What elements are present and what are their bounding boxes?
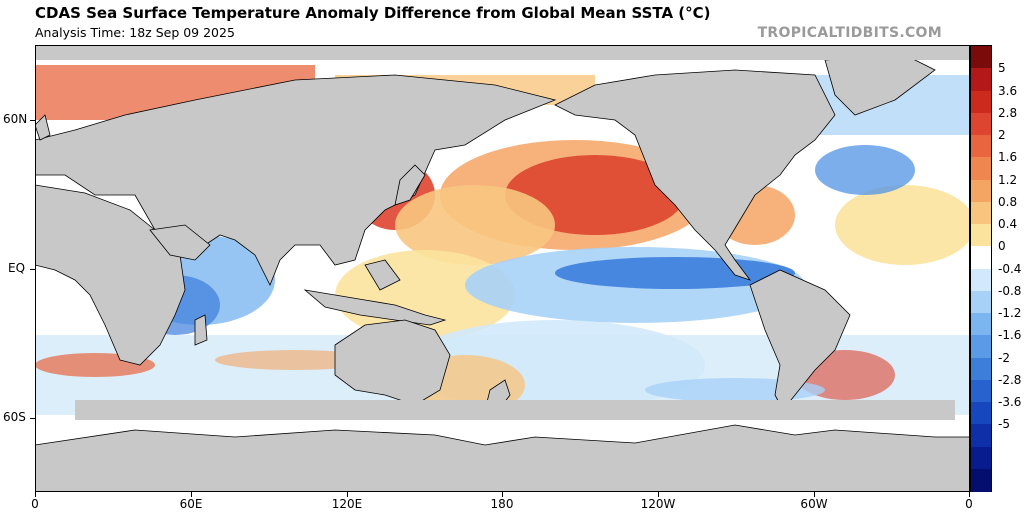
colorbar-label: 0 bbox=[998, 239, 1006, 254]
colorbar-swatch bbox=[971, 357, 991, 381]
lon-label-0: 0 bbox=[31, 497, 39, 511]
lon-label-60e: 60E bbox=[179, 497, 203, 511]
colorbar-label: -3.6 bbox=[998, 395, 1022, 409]
colorbar-swatch bbox=[971, 246, 991, 269]
lon-label-120w: 120W bbox=[640, 497, 676, 511]
colorbar-label: 0.8 bbox=[998, 194, 1018, 209]
colorbar-swatch bbox=[971, 290, 991, 314]
lon-tick-180 bbox=[502, 492, 503, 497]
colorbar-label: -2.8 bbox=[998, 372, 1022, 387]
lon-label-0-east: 0 bbox=[965, 497, 973, 511]
lon-tick-120e bbox=[347, 492, 348, 497]
colorbar-label: 3.6 bbox=[998, 83, 1018, 98]
colorbar-label: -5 bbox=[998, 417, 1010, 432]
lon-label-60w: 60W bbox=[800, 497, 828, 511]
land-masses bbox=[35, 54, 970, 492]
colorbar-label: 1.2 bbox=[998, 172, 1018, 187]
colorbar-swatch bbox=[971, 335, 991, 358]
colorbar-label: 1.6 bbox=[998, 150, 1018, 165]
colorbar-swatch bbox=[971, 424, 991, 447]
colorbar-swatch bbox=[971, 46, 991, 69]
lon-tick-60e bbox=[191, 492, 192, 497]
colorbar-swatch bbox=[971, 201, 991, 225]
lon-tick-0 bbox=[35, 492, 36, 497]
colorbar-swatch bbox=[971, 468, 991, 492]
colorbar-swatch bbox=[971, 313, 991, 336]
lon-tick-120w bbox=[658, 492, 659, 497]
source-credit: TROPICALTIDBITS.COM bbox=[757, 25, 942, 41]
lat-tick-60n bbox=[30, 120, 35, 121]
lon-label-180: 180 bbox=[490, 497, 514, 511]
colorbar-swatch bbox=[971, 179, 991, 203]
colorbar-label: -1.2 bbox=[998, 306, 1022, 320]
colorbar-swatch bbox=[971, 90, 991, 114]
colorbar-label: -2 bbox=[998, 350, 1010, 365]
analysis-time: Analysis Time: 18z Sep 09 2025 bbox=[35, 25, 235, 40]
colorbar-label: 2.8 bbox=[998, 105, 1018, 120]
colorbar-label: 0.4 bbox=[998, 217, 1018, 231]
lat-label-60n: 60N bbox=[3, 112, 28, 126]
lat-tick-eq bbox=[30, 269, 35, 270]
map-canvas bbox=[35, 45, 970, 492]
colorbar-swatch bbox=[971, 402, 991, 425]
lat-tick-60s bbox=[30, 418, 35, 419]
sst-anomaly-map[interactable] bbox=[35, 45, 970, 492]
colorbar-swatch bbox=[971, 268, 991, 292]
lat-label-eq: EQ bbox=[8, 261, 26, 275]
lat-label-60s: 60S bbox=[3, 410, 26, 424]
colorbar bbox=[970, 45, 992, 492]
colorbar-label: -1.6 bbox=[998, 328, 1022, 343]
colorbar-swatch bbox=[971, 135, 991, 158]
colorbar-label: 2 bbox=[998, 128, 1006, 142]
colorbar-swatch bbox=[971, 157, 991, 180]
colorbar-label: -0.4 bbox=[998, 261, 1022, 276]
colorbar-swatch bbox=[971, 224, 991, 247]
sea-ice bbox=[35, 45, 970, 420]
colorbar-swatch bbox=[971, 112, 991, 136]
colorbar-swatch bbox=[971, 68, 991, 91]
colorbar-label: 5 bbox=[998, 61, 1006, 76]
lon-tick-0-east bbox=[969, 492, 970, 497]
map-title: CDAS Sea Surface Temperature Anomaly Dif… bbox=[35, 4, 711, 22]
lon-label-120e: 120E bbox=[331, 497, 363, 511]
lon-tick-60w bbox=[814, 492, 815, 497]
colorbar-label: -0.8 bbox=[998, 283, 1022, 298]
colorbar-swatch bbox=[971, 446, 991, 470]
colorbar-swatch bbox=[971, 379, 991, 403]
